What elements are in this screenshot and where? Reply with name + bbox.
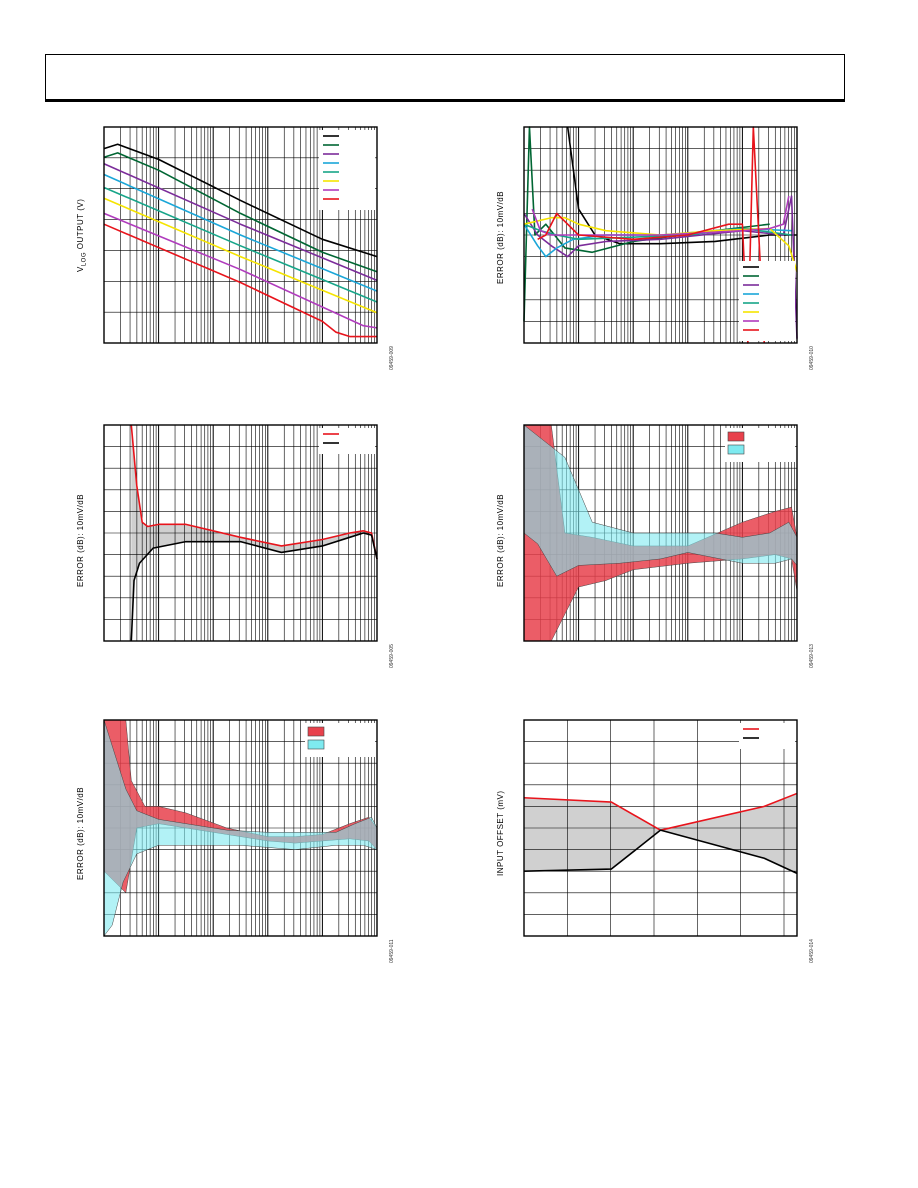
figure-code-4: 09459-013: [809, 644, 815, 668]
legend-swatch-1: [307, 726, 325, 737]
series-line-7: [531, 195, 790, 236]
series-line-1: [103, 143, 378, 258]
figure-code-5: 09459-011: [389, 939, 395, 963]
legend: [739, 261, 795, 341]
chart-panel-3: [103, 424, 378, 642]
chart-grid: [103, 425, 377, 641]
legend-box: [319, 428, 375, 454]
series-line-1: [130, 424, 378, 560]
shaded-band: [524, 793, 797, 874]
y-axis-label-5: ERROR (dB): 10mV/dB: [76, 786, 85, 880]
legend-box: [319, 130, 375, 210]
chart-panel-2: [523, 126, 798, 344]
y-axis-label-2: ERROR (dB): 10mV/dB: [496, 190, 505, 284]
plot-frame: [523, 126, 798, 344]
legend-swatch-2: [307, 739, 325, 750]
legend-swatch-2: [727, 444, 745, 455]
series-line-4: [103, 173, 378, 292]
chart-svg: [523, 126, 798, 344]
series-line-2: [130, 532, 378, 642]
legend: [725, 428, 795, 462]
series-line-2: [103, 152, 378, 273]
chart-panel-6: [523, 719, 798, 937]
series-line-3: [523, 195, 798, 339]
figure-code-1: 09459-009: [389, 346, 395, 370]
y-axis-label-6: INPUT OFFSET (mV): [496, 790, 505, 876]
series-line-8: [103, 223, 377, 338]
plot-frame: [103, 126, 378, 344]
plot-frame: [103, 424, 378, 642]
chart-svg: [523, 424, 798, 642]
series-line-6: [103, 197, 378, 314]
legend-box: [739, 261, 795, 341]
plot-frame: [523, 424, 798, 642]
legend: [739, 723, 795, 749]
chart-svg: [523, 719, 798, 937]
chart-grid: [524, 720, 797, 936]
series-line-3: [103, 162, 378, 282]
y-axis-label-1-main: V: [76, 266, 85, 272]
chart-svg: [103, 424, 378, 642]
figure-code-3: 09459-005: [389, 644, 395, 668]
page-header-rule: [45, 54, 845, 102]
plot-frame: [103, 719, 378, 937]
y-axis-label-1-rest: OUTPUT (V): [76, 198, 85, 252]
y-axis-label-1-sub: LOG: [81, 251, 88, 267]
legend-swatch-1: [727, 431, 745, 442]
series-line-1: [566, 126, 797, 245]
chart-svg: [103, 126, 378, 344]
series-line-7: [103, 212, 378, 329]
series-line-2: [523, 829, 798, 875]
chart-panel-4: [523, 424, 798, 642]
series-band-2: [523, 424, 798, 577]
series-line-8: [537, 126, 766, 344]
chart-panel-1: [103, 126, 378, 344]
legend: [319, 428, 375, 454]
y-axis-label-3: ERROR (dB): 10mV/dB: [76, 493, 85, 587]
legend: [319, 130, 375, 210]
figure-code-2: 09459-010: [809, 346, 815, 370]
figure-code-6: 09459-014: [809, 939, 815, 963]
series-line-5: [103, 186, 378, 303]
chart-svg: [103, 719, 378, 937]
legend-box: [739, 723, 795, 749]
series-line-6: [523, 216, 798, 272]
legend: [305, 723, 375, 757]
y-axis-label-1: VLOG OUTPUT (V): [76, 199, 88, 272]
plot-frame: [523, 719, 798, 937]
y-axis-label-4: ERROR (dB): 10mV/dB: [496, 493, 505, 587]
chart-panel-5: [103, 719, 378, 937]
